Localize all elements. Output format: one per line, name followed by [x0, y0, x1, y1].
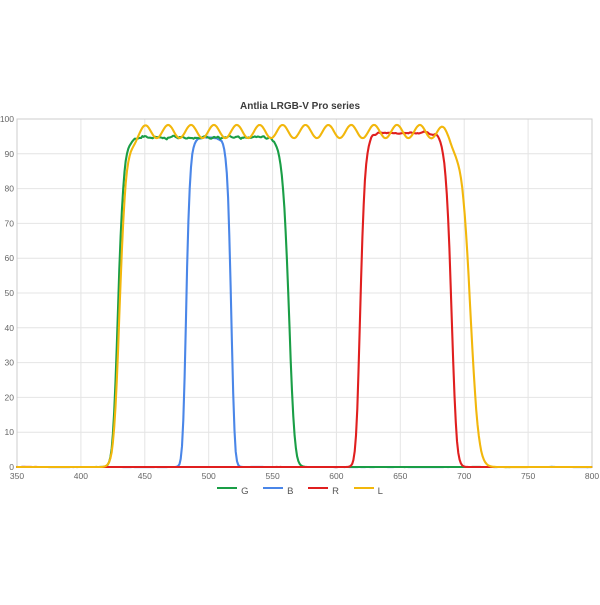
svg-text:10: 10: [5, 427, 15, 437]
svg-text:100: 100: [0, 114, 14, 124]
svg-text:750: 750: [521, 471, 535, 481]
svg-text:90: 90: [5, 149, 15, 159]
svg-text:60: 60: [5, 253, 15, 263]
svg-text:70: 70: [5, 218, 15, 228]
svg-text:40: 40: [5, 323, 15, 333]
svg-text:650: 650: [393, 471, 407, 481]
svg-text:800: 800: [585, 471, 599, 481]
svg-text:500: 500: [202, 471, 216, 481]
svg-text:50: 50: [5, 288, 15, 298]
svg-text:700: 700: [457, 471, 471, 481]
svg-text:400: 400: [74, 471, 88, 481]
svg-text:600: 600: [329, 471, 343, 481]
svg-text:30: 30: [5, 358, 15, 368]
svg-text:450: 450: [138, 471, 152, 481]
svg-text:20: 20: [5, 392, 15, 402]
svg-text:550: 550: [266, 471, 280, 481]
svg-text:80: 80: [5, 184, 15, 194]
svg-text:0: 0: [9, 462, 14, 472]
svg-text:350: 350: [10, 471, 24, 481]
